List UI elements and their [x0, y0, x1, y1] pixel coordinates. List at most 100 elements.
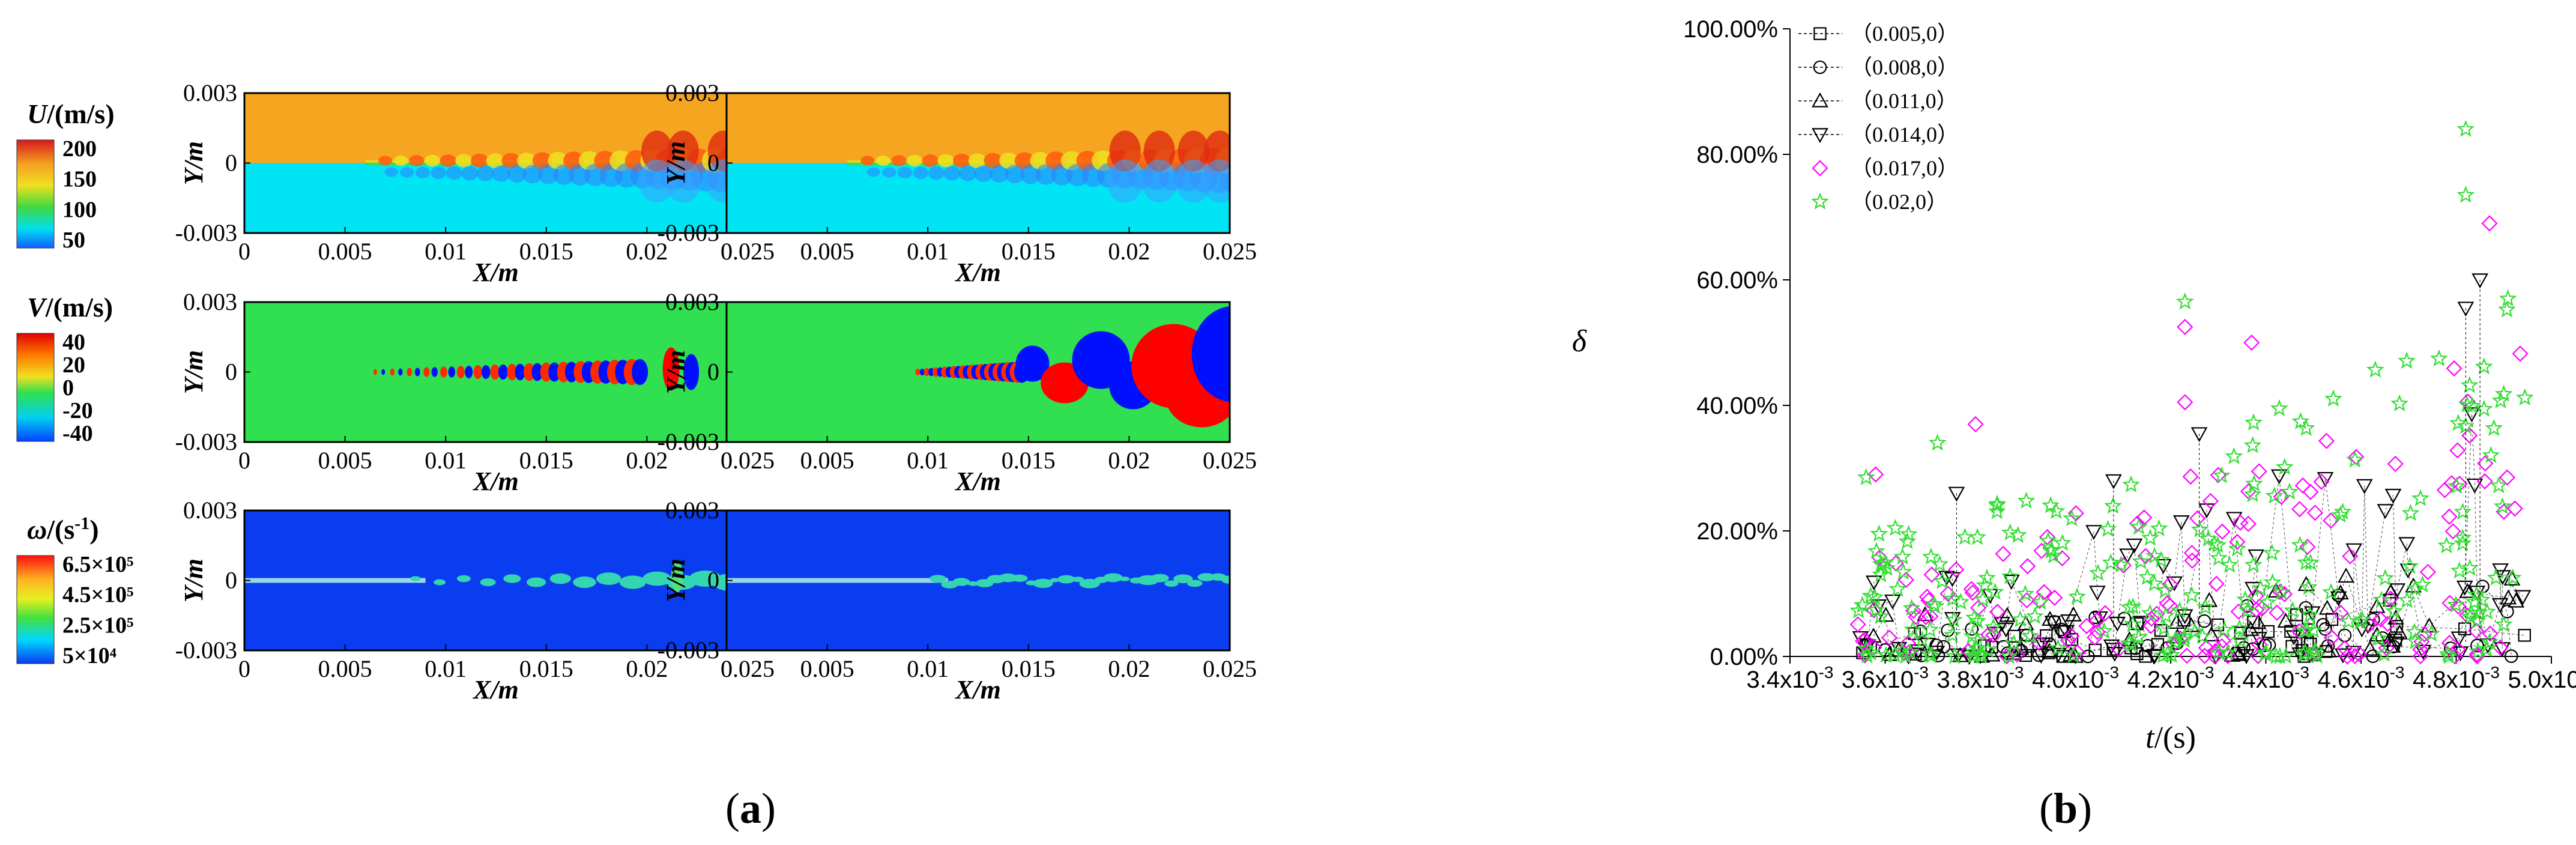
u-eddy: [907, 154, 923, 167]
data-point: [2321, 639, 2335, 653]
data-point: [1967, 416, 1984, 432]
x-tick-label: 0.015: [1002, 447, 1056, 474]
colorbar-unit: /(s: [46, 514, 74, 545]
data-point: [2251, 463, 2267, 480]
u-eddy: [492, 165, 510, 182]
data-point: [2294, 477, 2311, 494]
data-point: [2449, 641, 2466, 658]
x-tick-exponent: -3: [1819, 663, 1834, 682]
data-point: [2308, 646, 2326, 664]
data-point: [2461, 427, 2478, 444]
data-point: [1881, 629, 1898, 646]
data-point: [1913, 631, 1932, 648]
data-point: [2231, 646, 2248, 661]
data-point: [2202, 492, 2219, 509]
data-point: [2129, 628, 2148, 645]
data-point: [2518, 629, 2531, 642]
data-point: [2215, 620, 2234, 638]
data-point: [2041, 642, 2058, 658]
data-point: [2177, 394, 2194, 411]
x-tick-label: 5.0x10-3: [2508, 663, 2576, 693]
x-tick-label: 0.015: [1002, 655, 1056, 682]
data-point: [2031, 592, 2050, 610]
data-point: [2258, 593, 2277, 611]
x-tick-exponent: -3: [2294, 663, 2309, 682]
u-eddy: [943, 166, 961, 181]
panel-b: 0.00% 20.00% 40.00% 60.00% 80.00% 100.00% 3.4x…: [1572, 16, 2576, 832]
data-point: [1894, 562, 1912, 580]
x-tick-label: 0.01: [425, 655, 467, 682]
data-point: [2398, 537, 2416, 553]
colorbar-tick: -40: [62, 421, 93, 446]
data-point: [2277, 613, 2294, 628]
x-tick-exponent: -3: [1914, 663, 1929, 682]
contour-panel-0-0: 0 0.005 0.01 0.015 0.02 0.0250.0030-0.003X/mY…: [175, 79, 775, 287]
u-eddy: [538, 165, 559, 184]
data-point: [2189, 510, 2206, 527]
data-point: [2106, 643, 2120, 656]
colorbar: [16, 333, 55, 442]
data-point: [2398, 351, 2416, 369]
data-point: [2089, 563, 2107, 581]
data-point: [2183, 586, 2201, 604]
u-eddy: [958, 166, 977, 181]
w-vortex: [1072, 577, 1084, 583]
x-axis-label-unit: /(s): [2154, 721, 2196, 755]
data-point: [2297, 553, 2315, 571]
colorbar-tick: 100: [62, 197, 97, 222]
data-point: [2197, 647, 2213, 664]
u-eddy: [1175, 159, 1212, 203]
y-tick-label: 20.00%: [1696, 518, 1778, 545]
data-point: [2106, 646, 2123, 662]
w-vortex: [1119, 577, 1130, 581]
data-point: [2379, 616, 2396, 632]
data-point: [2017, 491, 2036, 509]
colorbar-title: V/(m/s): [27, 292, 113, 323]
data-point: [1944, 589, 1962, 607]
data-point: [2154, 619, 2173, 637]
data-point: [1884, 594, 1901, 610]
data-point: [2272, 583, 2291, 600]
data-point: [2281, 482, 2299, 500]
data-point: [1995, 545, 2012, 562]
y-tick-label: 0.003: [665, 79, 719, 106]
legend-entry: （0.011,0）: [1798, 89, 1958, 113]
w-vortex: [1057, 575, 1075, 584]
contour-panel-2-0: 0 0.005 0.01 0.015 0.02 0.0250.0030-0.003X/mY…: [175, 497, 775, 704]
data-point: [2472, 273, 2488, 289]
u-eddy: [897, 166, 913, 178]
series-line: [1885, 586, 2512, 658]
legend-entry: （0.017,0）: [1812, 156, 1959, 180]
x-tick-label: 4.2x10-3: [2127, 663, 2214, 693]
data-point: [2494, 384, 2513, 402]
x-tick-label: 0.02: [626, 655, 668, 682]
data-point: [2449, 442, 2466, 459]
data-point: [2105, 474, 2122, 489]
x-tick-mantissa: 3.6x10: [1842, 667, 1914, 693]
data-point: [2049, 647, 2067, 663]
data-point: [2322, 583, 2340, 600]
data-point: [2472, 590, 2491, 608]
v-cell: [662, 347, 680, 391]
data-point: [2122, 475, 2140, 492]
v-cell: [632, 359, 649, 386]
data-point: [1902, 598, 1921, 616]
data-point: [2454, 502, 2472, 520]
x-tick-label: 4.8x10-3: [2413, 663, 2500, 693]
data-point: [2102, 553, 2120, 571]
data-point: [1849, 601, 1868, 619]
v-cell: [465, 366, 473, 378]
data-point: [2454, 529, 2472, 546]
x-tick-label: 0.025: [721, 238, 775, 265]
u-eddy: [1109, 130, 1141, 172]
x-tick-label: 0.025: [721, 447, 775, 474]
data-point: [1870, 524, 1888, 542]
row-0: U/(m/s) 200 150 100 50 0 0.005 0.01 0.015 0.02 0.0…: [16, 79, 1257, 287]
data-point: [2299, 539, 2316, 556]
data-point: [2456, 580, 2473, 596]
colorbar-tick: 2.5×10⁵: [62, 613, 134, 638]
data-point: [2477, 455, 2494, 472]
data-point: [2269, 604, 2285, 621]
x-tick-label: 0.015: [1002, 238, 1056, 265]
